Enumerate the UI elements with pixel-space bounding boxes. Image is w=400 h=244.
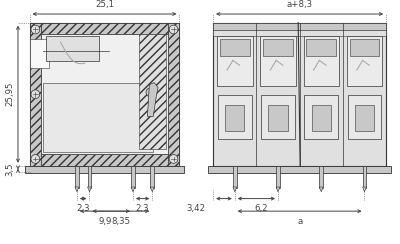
Polygon shape <box>233 187 237 192</box>
Bar <box>362 166 366 188</box>
Circle shape <box>31 155 40 163</box>
Bar <box>46 36 99 61</box>
Bar <box>131 166 135 188</box>
Polygon shape <box>276 187 280 192</box>
Text: a: a <box>297 217 302 226</box>
Bar <box>213 23 386 30</box>
Circle shape <box>169 25 178 34</box>
Bar <box>213 30 386 36</box>
Bar <box>218 95 252 139</box>
Bar <box>350 39 379 56</box>
Text: 2,3: 2,3 <box>76 204 90 214</box>
Bar <box>41 154 168 166</box>
Bar <box>312 105 331 131</box>
Bar <box>88 166 92 188</box>
Bar <box>261 95 295 139</box>
Bar <box>41 34 168 154</box>
Bar <box>30 39 49 68</box>
Polygon shape <box>75 187 79 192</box>
Bar <box>150 166 154 188</box>
Bar <box>43 83 153 152</box>
Bar <box>30 23 179 166</box>
Bar <box>225 105 244 131</box>
Circle shape <box>169 155 178 163</box>
Polygon shape <box>148 83 158 116</box>
Circle shape <box>146 88 155 97</box>
Bar <box>217 36 252 86</box>
Text: a+8,3: a+8,3 <box>286 0 313 9</box>
Circle shape <box>31 25 40 34</box>
Text: 8,35: 8,35 <box>111 217 130 226</box>
Text: 3,42: 3,42 <box>186 204 206 214</box>
Bar <box>263 39 293 56</box>
Bar <box>306 39 336 56</box>
Text: 25,95: 25,95 <box>6 82 15 106</box>
Bar <box>355 105 374 131</box>
Bar <box>319 166 323 188</box>
Bar <box>30 23 41 166</box>
Bar <box>304 36 339 86</box>
Bar <box>268 105 288 131</box>
Bar <box>348 95 381 139</box>
Text: 25,1: 25,1 <box>95 0 114 9</box>
Bar <box>139 34 166 149</box>
Circle shape <box>31 90 40 99</box>
Bar <box>208 166 391 173</box>
Bar <box>233 166 237 188</box>
Text: 2,3: 2,3 <box>136 204 150 214</box>
Polygon shape <box>131 187 135 192</box>
Bar <box>276 166 280 188</box>
Bar <box>347 36 382 86</box>
Polygon shape <box>319 187 323 192</box>
Bar <box>25 166 184 173</box>
Text: 9,9: 9,9 <box>98 217 112 226</box>
Bar <box>260 36 296 86</box>
Text: 3,5: 3,5 <box>6 162 15 176</box>
Bar <box>168 23 179 166</box>
Bar <box>220 39 250 56</box>
Bar <box>304 95 338 139</box>
Bar <box>75 166 79 188</box>
Bar <box>41 23 168 34</box>
Text: 6,2: 6,2 <box>254 204 268 214</box>
Polygon shape <box>88 187 92 192</box>
Polygon shape <box>362 187 366 192</box>
Polygon shape <box>150 187 154 192</box>
Bar <box>213 23 386 166</box>
